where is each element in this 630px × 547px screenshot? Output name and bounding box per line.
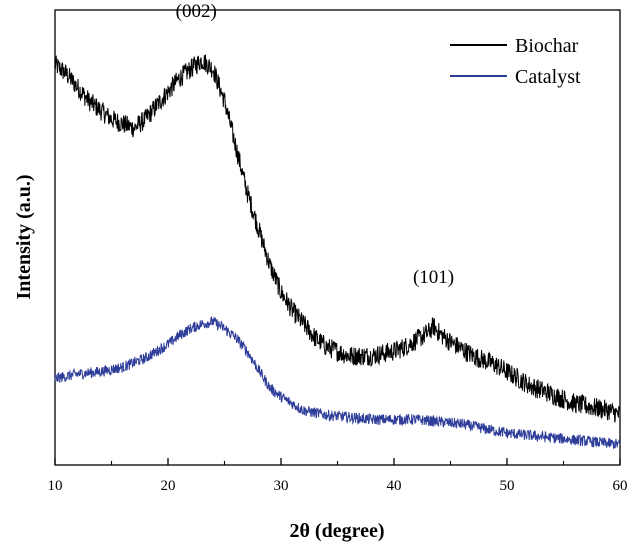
- x-tick-label: 60: [613, 478, 628, 494]
- series-layer: [54, 54, 621, 449]
- peak-annotations: (002) (101): [176, 1, 454, 288]
- x-tick-label: 20: [161, 478, 176, 494]
- y-axis-label: Intensity (a.u.): [13, 174, 35, 299]
- legend: Biochar Catalyst: [450, 35, 581, 88]
- peak-label: (002): [176, 1, 217, 22]
- x-axis-label: 2θ (degree): [289, 520, 384, 542]
- legend-label: Catalyst: [515, 66, 581, 88]
- legend-label: Biochar: [515, 35, 579, 57]
- peak-label: (101): [413, 267, 454, 288]
- series-line-biochar: [54, 54, 621, 423]
- series-line-catalyst: [54, 316, 621, 449]
- x-axis-ticks: 10 20 30 40 50 60: [48, 458, 628, 494]
- x-tick-label: 30: [274, 478, 289, 494]
- x-tick-label: 40: [387, 478, 402, 494]
- x-tick-label: 50: [500, 478, 515, 494]
- x-tick-label: 10: [48, 478, 63, 494]
